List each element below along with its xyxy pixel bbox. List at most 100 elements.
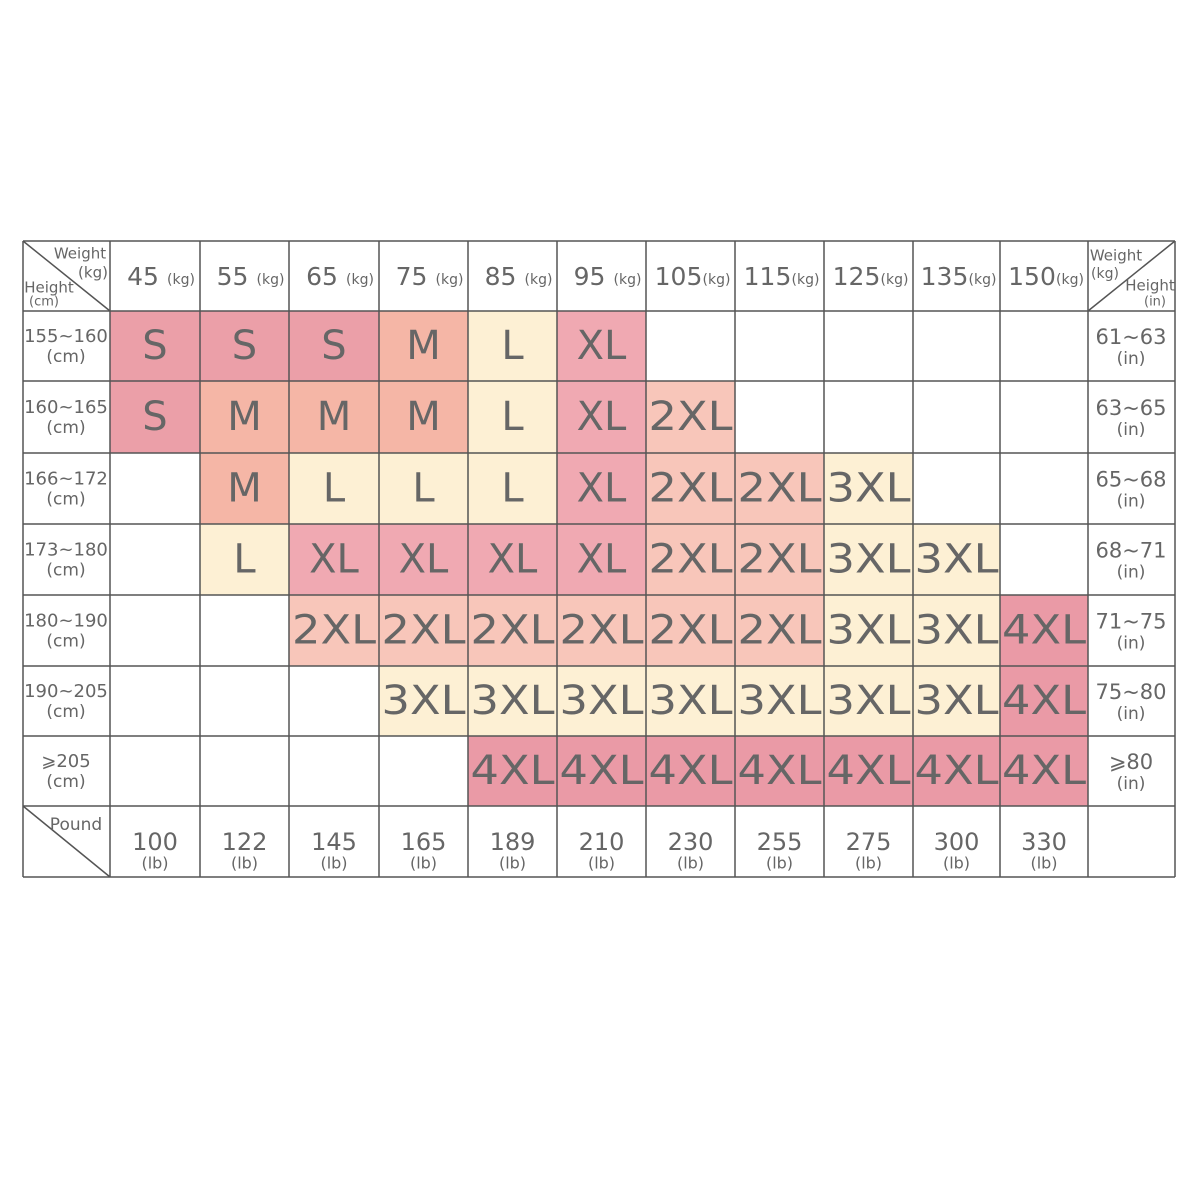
height-in-unit: (in) (1117, 492, 1146, 512)
size-cell (735, 666, 824, 736)
size-label: M (317, 394, 352, 440)
size-label: 3XL (382, 678, 467, 724)
size-cell (824, 595, 913, 666)
weight-kg: 75 (396, 262, 428, 291)
weight-lb: 330 (1021, 828, 1067, 856)
weight-lb-unit: (lb) (231, 854, 258, 873)
size-cell (379, 595, 468, 666)
size-cell (913, 736, 1000, 806)
weight-kg: 105 (655, 262, 703, 291)
size-cell (379, 311, 468, 381)
size-label: L (323, 466, 346, 512)
height-cm-unit: (cm) (46, 561, 85, 581)
weight-unit: (kg) (1056, 272, 1084, 288)
size-label: 2XL (382, 608, 467, 654)
size-cell (646, 595, 735, 666)
size-label: XL (399, 537, 449, 583)
size-cell (824, 524, 913, 595)
size-label: 3XL (738, 678, 823, 724)
size-cell (200, 381, 289, 453)
height-in-unit: (in) (1117, 704, 1146, 724)
size-cell (379, 666, 468, 736)
weight-kg: 45 (127, 262, 159, 291)
corner-weight: Weight (1090, 247, 1142, 265)
size-label: 4XL (560, 748, 645, 794)
height-in-unit: (in) (1117, 420, 1146, 440)
size-cell (735, 453, 824, 524)
height-cm: 180~190 (24, 611, 108, 632)
size-label: 3XL (827, 678, 912, 724)
size-cell (468, 453, 557, 524)
size-cell (557, 736, 646, 806)
size-cell (824, 666, 913, 736)
size-label: 2XL (649, 537, 734, 583)
size-label: L (501, 323, 524, 369)
height-cm-unit: (cm) (46, 702, 85, 722)
height-in: 61~63 (1095, 325, 1166, 349)
weight-kg: 125 (833, 262, 881, 291)
size-cell (200, 453, 289, 524)
size-label: 4XL (1002, 678, 1087, 724)
weight-lb: 100 (132, 828, 178, 856)
height-in: ⩾80 (1109, 750, 1153, 774)
size-cell (557, 666, 646, 736)
size-label: 2XL (649, 394, 734, 440)
size-cell (468, 666, 557, 736)
weight-lb-unit: (lb) (943, 854, 970, 873)
size-label: M (227, 394, 262, 440)
corner-weight-unit: (kg) (1091, 266, 1119, 282)
size-cell (824, 453, 913, 524)
weight-unit: (kg) (881, 272, 909, 288)
corner-height-unit: (cm) (29, 295, 59, 310)
height-in: 63~65 (1095, 396, 1166, 420)
size-cell (1000, 736, 1088, 806)
height-in: 71~75 (1095, 610, 1166, 634)
weight-unit: (kg) (525, 272, 553, 288)
height-cm: 160~165 (24, 397, 108, 418)
size-label: XL (577, 323, 627, 369)
weight-lb-unit: (lb) (588, 854, 615, 873)
size-label: 3XL (915, 537, 1000, 583)
size-cell (1000, 666, 1088, 736)
size-label: 3XL (649, 678, 734, 724)
size-cell (646, 666, 735, 736)
corner-height-unit: (in) (1144, 295, 1166, 310)
weight-lb: 230 (668, 828, 714, 856)
size-cell (557, 311, 646, 381)
size-cell (289, 595, 379, 666)
weight-kg: 115 (744, 262, 792, 291)
height-cm: 173~180 (24, 540, 108, 561)
size-label: XL (577, 394, 627, 440)
size-label: S (142, 394, 167, 440)
size-label: 4XL (915, 748, 1000, 794)
size-label: L (501, 394, 524, 440)
size-label: 3XL (827, 537, 912, 583)
size-label: 2XL (292, 608, 377, 654)
size-label: L (233, 537, 256, 583)
weight-lb: 210 (579, 828, 625, 856)
size-cell (557, 595, 646, 666)
size-label: 2XL (738, 608, 823, 654)
size-cell (557, 381, 646, 453)
size-label: 2XL (738, 466, 823, 512)
weight-unit: (kg) (969, 272, 997, 288)
size-label: 4XL (738, 748, 823, 794)
size-cell (379, 381, 468, 453)
size-label: XL (577, 537, 627, 583)
size-cell (1000, 595, 1088, 666)
size-label: XL (577, 466, 627, 512)
weight-unit: (kg) (614, 272, 642, 288)
corner-height: Height (1125, 277, 1175, 295)
weight-kg: 65 (306, 262, 338, 291)
height-in-unit: (in) (1117, 563, 1146, 583)
size-label: 3XL (915, 678, 1000, 724)
weight-lb-unit: (lb) (677, 854, 704, 873)
weight-lb: 145 (311, 828, 357, 856)
size-cell (557, 453, 646, 524)
size-cell (468, 311, 557, 381)
size-label: M (406, 323, 441, 369)
size-label: 3XL (560, 678, 645, 724)
corner-weight-unit: (kg) (78, 264, 108, 282)
size-cell (646, 453, 735, 524)
weight-kg: 135 (921, 262, 969, 291)
